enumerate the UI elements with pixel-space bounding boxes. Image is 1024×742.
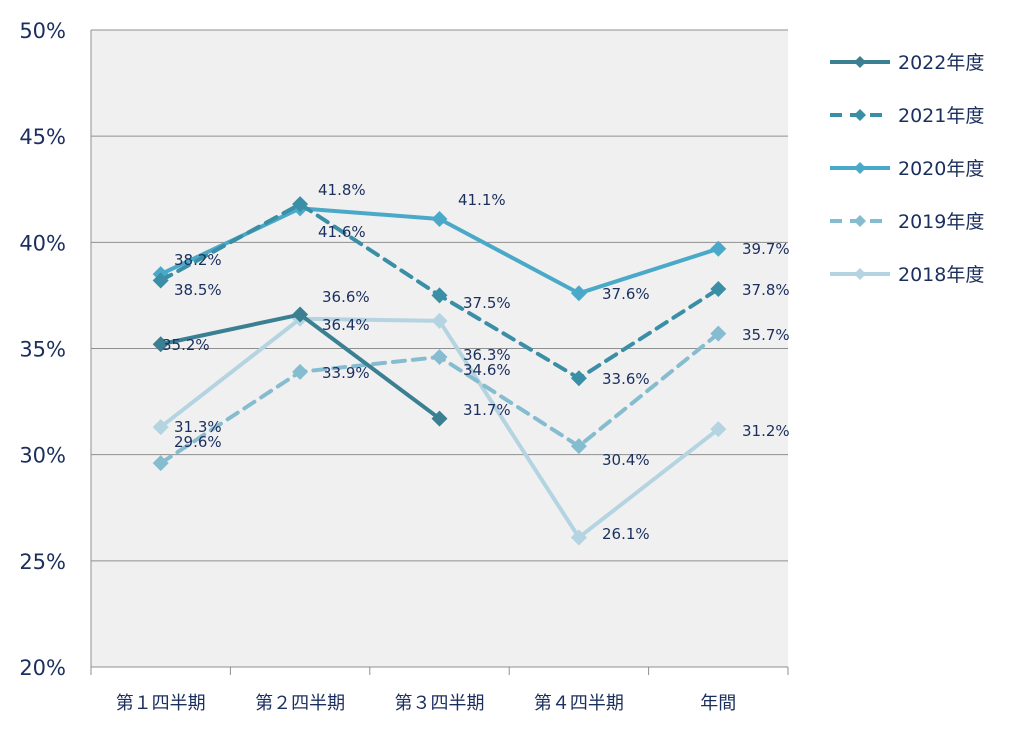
y-tick-label: 30% (19, 444, 66, 468)
series-marker (431, 348, 448, 365)
data-label: 26.1% (602, 525, 650, 543)
series-marker (570, 285, 587, 302)
data-label: 37.6% (602, 285, 650, 303)
data-label: 31.2% (742, 422, 790, 440)
legend-marker (854, 56, 866, 68)
legend-marker (854, 215, 866, 227)
data-label: 33.9% (322, 364, 370, 382)
data-label: 31.7% (463, 401, 511, 419)
series-marker (570, 370, 587, 387)
series-marker (710, 421, 727, 438)
series-marker (152, 336, 169, 353)
data-label: 37.5% (463, 294, 511, 312)
gridlines (91, 29, 788, 562)
series-marker (152, 455, 169, 472)
data-label: 29.6% (174, 433, 222, 451)
legend-label: 2021年度 (898, 105, 984, 127)
data-label: 36.4% (322, 316, 370, 334)
legend-marker (854, 162, 866, 174)
y-tick-label: 20% (19, 656, 66, 680)
data-label: 41.1% (458, 191, 506, 209)
series-marker (152, 272, 169, 289)
data-label: 35.7% (742, 326, 790, 344)
legend-marker (854, 109, 866, 121)
y-tick-label: 45% (19, 125, 66, 149)
series-marker (710, 325, 727, 342)
series-marker (292, 196, 309, 213)
y-tick-label: 40% (19, 231, 66, 255)
data-label: 41.8% (318, 181, 366, 199)
series-marker (710, 281, 727, 298)
legend-label: 2019年度 (898, 211, 984, 233)
legend-marker (854, 268, 866, 280)
data-label: 34.6% (463, 361, 511, 379)
y-tick-label: 25% (19, 550, 66, 574)
y-axis-ticks: 20% 25% 30% 35% 40% 45% 50% (19, 19, 66, 680)
x-tick-label: 第３四半期 (395, 693, 485, 714)
legend-label: 2020年度 (898, 158, 984, 180)
data-label: 30.4% (602, 451, 650, 469)
series-marker (152, 419, 169, 436)
data-labels: 35.2% 36.6% 31.7% 38.2% 41.8% 37.5% 33.6% 37.8%… (162, 181, 790, 543)
data-label: 35.2% (162, 336, 210, 354)
x-tick-label: 第２四半期 (255, 693, 345, 714)
x-tick-label: 第４四半期 (534, 693, 624, 714)
y-tick-label: 35% (19, 338, 66, 362)
series-marker (431, 312, 448, 329)
series-marker (570, 438, 587, 455)
data-label: 33.6% (602, 370, 650, 388)
data-label: 31.3% (174, 418, 222, 436)
data-label: 38.2% (174, 251, 222, 269)
y-tick-label: 50% (19, 19, 66, 43)
data-label: 41.6% (318, 223, 366, 241)
series-marker (292, 363, 309, 380)
x-tick-label: 年間 (700, 693, 736, 714)
series-marker (431, 210, 448, 227)
series-marker (292, 306, 309, 323)
x-tick-label: 第１四半期 (116, 693, 206, 714)
series-marker (431, 287, 448, 304)
series-layer (152, 196, 727, 546)
series-marker (710, 240, 727, 257)
data-label: 39.7% (742, 240, 790, 258)
series-marker (570, 529, 587, 546)
data-label: 36.6% (322, 288, 370, 306)
legend: 2022年度 2021年度 2020年度 2019年度 2018年度 (830, 52, 984, 286)
data-label: 36.3% (463, 346, 511, 364)
data-label: 37.8% (742, 281, 790, 299)
legend-label: 2022年度 (898, 52, 984, 74)
series-marker (431, 410, 448, 427)
legend-label: 2018年度 (898, 264, 984, 286)
data-label: 38.5% (174, 281, 222, 299)
x-axis: 第１四半期 第２四半期 第３四半期 第４四半期 年間 (90, 30, 789, 714)
